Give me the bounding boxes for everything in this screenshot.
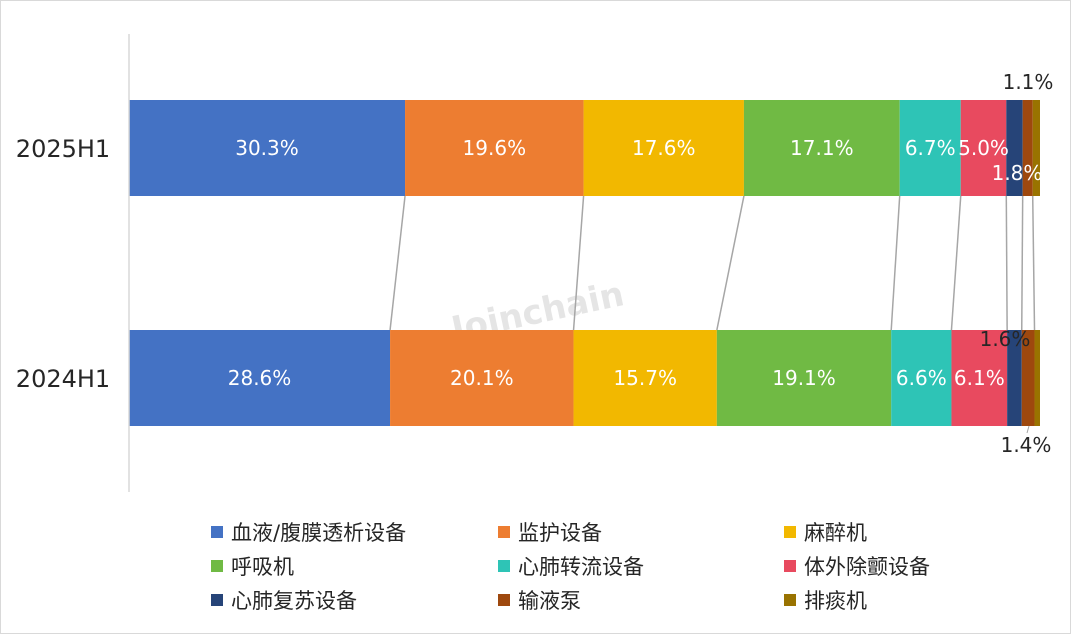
connector-line	[890, 195, 901, 331]
connector-line	[1005, 195, 1008, 331]
bar-segment	[573, 330, 717, 426]
data-label: 1.1%	[1003, 70, 1054, 94]
legend-swatch	[211, 594, 223, 606]
legend-swatch	[211, 526, 223, 538]
data-label: 6.6%	[896, 366, 947, 390]
legend-label: 体外除颤设备	[804, 555, 930, 579]
legend-label: 监护设备	[518, 521, 602, 545]
legend-swatch	[498, 560, 510, 572]
connector-line	[716, 195, 745, 331]
bar-segment	[716, 330, 892, 426]
data-label: 15.7%	[613, 366, 677, 390]
legend-label: 麻醉机	[804, 521, 867, 545]
category-label: 2025H1	[16, 135, 110, 163]
label-leader-line	[1026, 425, 1030, 434]
data-label: 28.6%	[228, 366, 292, 390]
legend-swatch	[784, 526, 796, 538]
data-label: 6.1%	[954, 366, 1005, 390]
connector-line	[389, 195, 406, 331]
legend-label: 输液泵	[518, 589, 581, 613]
legend-swatch	[498, 594, 510, 606]
connector-line	[950, 195, 962, 331]
data-label: 30.3%	[235, 136, 299, 160]
data-label: 1.8%	[992, 161, 1043, 185]
legend-label: 排痰机	[804, 589, 867, 613]
legend-label: 心肺复苏设备	[231, 589, 357, 613]
connector-line	[572, 195, 585, 331]
legend-label: 血液/腹膜透析设备	[231, 521, 406, 545]
legend-swatch	[784, 560, 796, 572]
bar-segment	[1007, 330, 1022, 426]
data-label: 17.1%	[790, 136, 854, 160]
bar-segment	[405, 100, 584, 196]
legend-swatch	[498, 526, 510, 538]
bar-segment	[1021, 330, 1035, 426]
legend-label: 心肺转流设备	[518, 555, 644, 579]
data-label: 17.6%	[632, 136, 696, 160]
bar-segment	[899, 100, 961, 196]
bar-segment	[1032, 100, 1040, 196]
bar-segment	[583, 100, 744, 196]
bar-segment	[1034, 330, 1040, 426]
bar-segment	[1022, 100, 1033, 196]
legend-label: 呼吸机	[231, 555, 294, 579]
data-label: 6.7%	[905, 136, 956, 160]
data-label: 20.1%	[450, 366, 514, 390]
data-label: 19.1%	[772, 366, 836, 390]
legend-swatch	[211, 560, 223, 572]
bar-segment	[891, 330, 952, 426]
connector-line	[1020, 195, 1024, 331]
data-label: 1.4%	[1001, 433, 1052, 457]
connector-line	[1031, 195, 1036, 331]
bar-segment	[960, 100, 1007, 196]
bar-segment	[951, 330, 1008, 426]
bar-segment	[129, 330, 391, 426]
category-label: 2024H1	[16, 365, 110, 393]
bar-segment	[129, 100, 406, 196]
data-label: 1.6%	[980, 327, 1031, 351]
data-label: 19.6%	[463, 136, 527, 160]
legend-swatch	[784, 594, 796, 606]
bar-segment	[743, 100, 900, 196]
bar-segment	[390, 330, 574, 426]
data-label: 5.0%	[958, 136, 1009, 160]
bar-segment	[1006, 100, 1023, 196]
